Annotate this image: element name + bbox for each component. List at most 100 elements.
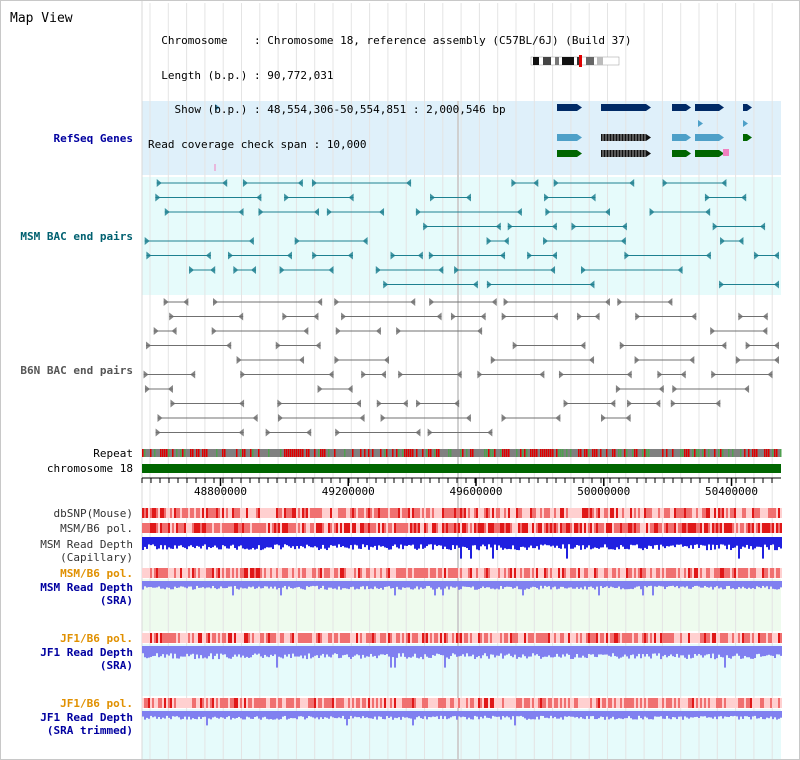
jf1-trim-depth-bar — [210, 711, 212, 720]
msm-bac-pair-end — [297, 179, 303, 187]
msm-pol2-cell — [504, 568, 506, 578]
jf1-pol-cell — [320, 633, 322, 643]
span-value: 10,000 — [326, 137, 367, 151]
dbsnp-cell — [164, 508, 166, 518]
repeat-element — [196, 449, 198, 457]
msm-pol-cell — [266, 523, 268, 533]
msm-cap-depth-bar — [662, 537, 664, 547]
track-label-chromosome[interactable]: chromosome 18 — [46, 462, 133, 475]
jf1-pol2-cell — [500, 698, 502, 708]
msm-pol2-cell — [370, 568, 372, 578]
msm-pol2-cell — [572, 568, 574, 578]
track-label-jf1-depth-sra[interactable]: JF1 Read Depth — [40, 646, 133, 659]
jf1-sra-depth-bar — [180, 646, 182, 657]
jf1-pol2-cell — [690, 698, 692, 708]
dbsnp-cell — [778, 508, 780, 518]
jf1-pol2-cell — [378, 698, 380, 708]
msm-pol2-cell — [628, 568, 630, 578]
b6n-bac-pair-end — [315, 341, 321, 350]
jf1-sra-depth-bar — [774, 646, 776, 659]
dbsnp-cell — [664, 508, 666, 518]
msm-pol-cell — [576, 523, 578, 533]
repeat-element — [708, 449, 710, 457]
track-label-dbsnp[interactable]: dbSNP(Mouse) — [53, 507, 133, 520]
track-label-refseq[interactable]: RefSeq Genes — [53, 132, 133, 145]
track-label-repeat[interactable]: Repeat — [93, 447, 133, 460]
msm-bac-pair-end — [284, 193, 290, 202]
msm-pol-cell — [248, 523, 250, 533]
track-label-jf1-b6-pol-1[interactable]: JF1/B6 pol. — [60, 632, 133, 645]
track-label-msm-depth-sra[interactable]: MSM Read Depth — [40, 581, 133, 594]
track-label-b6n-bac[interactable]: B6N BAC end pairs — [20, 364, 133, 377]
jf1-trim-depth-bar — [636, 711, 638, 720]
track-label-jf1-depth-trimmed[interactable]: JF1 Read Depth — [40, 711, 133, 724]
chromosome-ideogram[interactable] — [529, 54, 623, 68]
b6n-bac-pair-end — [594, 312, 600, 321]
msm-pol2-cell — [462, 568, 464, 578]
track-label-msm-bac[interactable]: MSM BAC end pairs — [20, 230, 133, 243]
jf1-trim-depth-bar — [408, 711, 410, 719]
msm-cap-depth-bar — [188, 537, 190, 547]
jf1-pol-cell — [228, 633, 230, 643]
msm-cap-depth-bar — [404, 537, 406, 546]
jf1-trim-depth-bar — [518, 711, 520, 717]
msm-pol-cell — [382, 523, 384, 533]
dbsnp-cell — [448, 508, 450, 518]
track-label-msm-b6-pol-1[interactable]: MSM/B6 pol. — [60, 522, 133, 535]
repeat-element — [488, 449, 490, 457]
b6n-bac-pair-end — [670, 399, 676, 408]
track-label-msm-depth-capillary[interactable]: MSM Read Depth — [40, 538, 133, 551]
jf1-pol2-cell — [256, 698, 258, 708]
track-label-msm-b6-pol-2[interactable]: MSM/B6 pol. — [60, 567, 133, 580]
jf1-pol-cell — [386, 633, 388, 643]
jf1-pol2-cell — [610, 698, 612, 708]
jf1-trim-depth-bar — [466, 711, 468, 720]
msm-pol-cell — [342, 523, 344, 533]
dbsnp-cell — [438, 508, 440, 518]
dbsnp-cell — [350, 508, 352, 518]
dbsnp-cell — [754, 508, 756, 518]
msm-sra-depth-bar — [672, 581, 674, 586]
msm-sra-depth-bar — [222, 581, 224, 589]
repeat-element — [752, 449, 754, 457]
jf1-pol2-cell — [656, 698, 658, 708]
b6n-bac-pair-end — [375, 327, 381, 335]
b6n-bac-pair-end — [465, 414, 471, 422]
msm-sra-depth-bar — [626, 581, 628, 590]
msm-pol-cell — [142, 523, 144, 533]
jf1-sra-depth-bar — [720, 646, 722, 657]
msm-sra-depth-bar — [348, 581, 350, 590]
dbsnp-cell — [716, 508, 718, 518]
msm-cap-depth-bar — [692, 537, 694, 549]
jf1-pol2-cell — [552, 698, 554, 708]
msm-pol-cell — [502, 523, 504, 533]
jf1-trim-depth-bar — [280, 711, 282, 720]
jf1-trim-depth-bar — [598, 711, 600, 719]
jf1-trim-depth-bar — [166, 711, 168, 716]
b6n-bac-pair-end — [634, 356, 640, 364]
dbsnp-cell — [670, 508, 672, 518]
jf1-trim-depth-bar — [374, 711, 376, 717]
msm-pol-cell — [654, 523, 656, 533]
jf1-pol2-cell — [336, 698, 338, 708]
track-label-jf1-b6-pol-2[interactable]: JF1/B6 pol. — [60, 697, 133, 710]
msm-sra-depth-bar — [616, 581, 618, 588]
jf1-trim-depth-bar — [222, 711, 224, 718]
jf1-pol2-cell — [776, 698, 778, 708]
repeat-element — [536, 449, 538, 457]
msm-cap-depth-bar — [280, 537, 282, 550]
msm-pol-cell — [192, 523, 194, 533]
b6n-bac-pair-end — [657, 370, 663, 379]
dbsnp-cell — [298, 508, 300, 518]
jf1-sra-depth-bar — [326, 646, 328, 655]
msm-sra-depth-bar — [726, 581, 728, 587]
msm-pol-cell — [496, 523, 498, 533]
jf1-pol-cell — [366, 633, 368, 643]
jf1-trim-depth-bar — [302, 711, 304, 717]
jf1-pol2-cell — [748, 698, 750, 708]
jf1-trim-depth-bar — [438, 711, 440, 720]
dbsnp-cell — [306, 508, 308, 518]
msm-cap-depth-bar — [228, 537, 230, 549]
jf1-sra-depth-bar — [622, 646, 624, 657]
